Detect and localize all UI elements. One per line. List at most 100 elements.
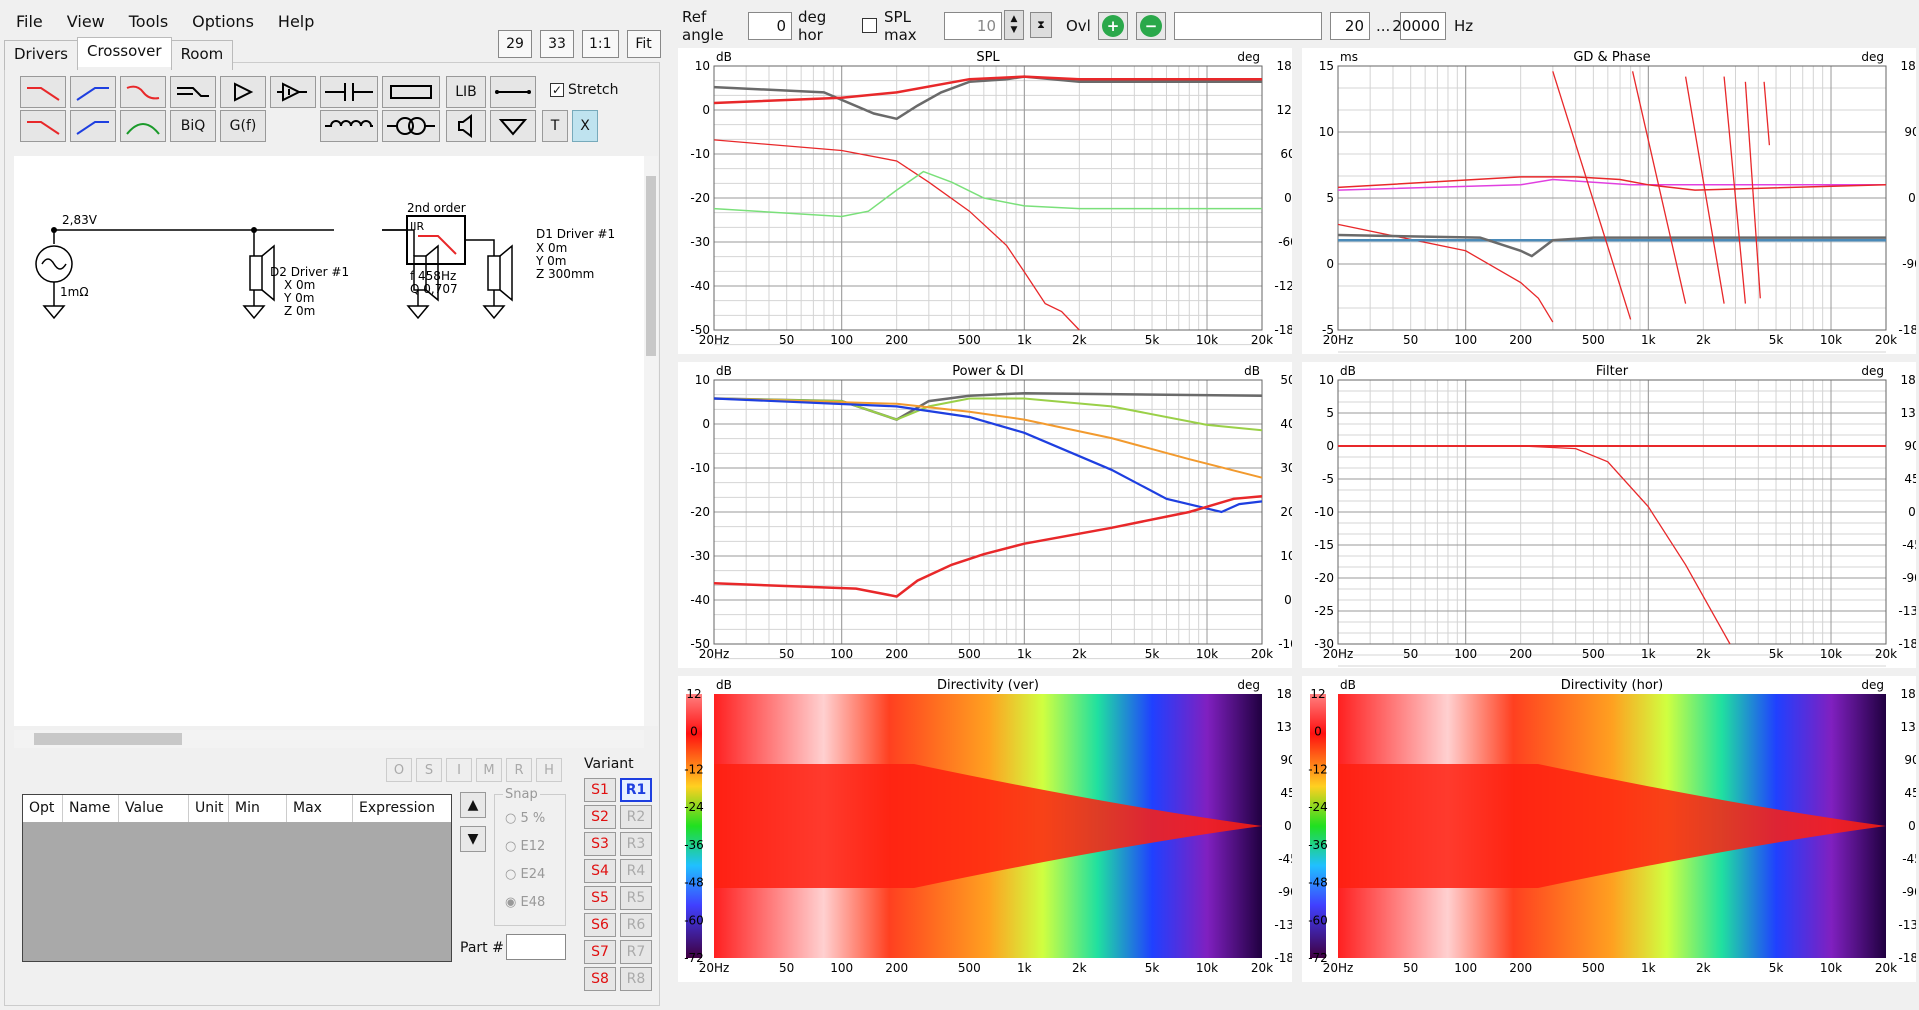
tab-crossover[interactable]: Crossover bbox=[76, 37, 172, 67]
overlay-input[interactable] bbox=[1174, 12, 1322, 40]
menu-file[interactable]: File bbox=[16, 12, 43, 31]
tab-drivers[interactable]: Drivers bbox=[4, 40, 78, 70]
col-name[interactable]: Name bbox=[63, 795, 119, 822]
freq-min-input[interactable]: 20 bbox=[1330, 12, 1370, 40]
ground-button[interactable] bbox=[490, 110, 536, 142]
highpass2-button[interactable] bbox=[70, 110, 116, 142]
variant-s3-button[interactable]: S3 bbox=[584, 832, 616, 856]
variant-s6-button[interactable]: S6 bbox=[584, 913, 616, 937]
tab-room[interactable]: Room bbox=[170, 40, 234, 70]
amplifier-button[interactable] bbox=[220, 76, 266, 108]
text-button[interactable]: T bbox=[542, 110, 568, 142]
variant-r2-button[interactable]: R2 bbox=[620, 805, 652, 829]
zoom-out-button[interactable]: − bbox=[1136, 12, 1166, 40]
variant-s4-button[interactable]: S4 bbox=[584, 859, 616, 883]
variant-r6-button[interactable]: R6 bbox=[620, 913, 652, 937]
bandpass-button[interactable] bbox=[120, 110, 166, 142]
splmax-input[interactable]: 10 bbox=[944, 12, 1002, 40]
move-down-button[interactable]: ▼ bbox=[460, 826, 486, 852]
gd-phase-chart[interactable]: GD & Phasemsdeg151050-5180900-90-18020Hz… bbox=[1302, 48, 1919, 375]
variant-r5-button[interactable]: R5 bbox=[620, 886, 652, 910]
col-expression[interactable]: Expression bbox=[359, 800, 435, 816]
col-opt[interactable]: Opt bbox=[23, 795, 63, 822]
transfer-function-button[interactable]: G(f) bbox=[220, 110, 266, 142]
part-number-input[interactable] bbox=[506, 934, 566, 960]
directivity-ver-chart[interactable]: Directivity (ver) dB deg 180 135 90 45 0 -45 -90 -… bbox=[678, 676, 1301, 982]
flag-i-button[interactable]: I bbox=[446, 758, 472, 782]
parameter-table[interactable]: Opt Name Value Unit Min Max Expression bbox=[22, 794, 452, 962]
splmax-reset-button[interactable]: ⧗ bbox=[1030, 12, 1052, 38]
inductor-button[interactable] bbox=[320, 110, 378, 142]
wire-button[interactable] bbox=[490, 76, 536, 108]
lowpass2-button[interactable] bbox=[20, 110, 66, 142]
snap-e24-option[interactable]: ○ E24 bbox=[505, 867, 546, 882]
ref-angle-input[interactable]: 0 bbox=[748, 12, 792, 40]
variant-r3-button[interactable]: R3 bbox=[620, 832, 652, 856]
zoom-fit-button[interactable]: Fit bbox=[626, 30, 661, 58]
move-up-button[interactable]: ▲ bbox=[460, 792, 486, 818]
col-max[interactable]: Max bbox=[287, 795, 353, 822]
d2-z: Z 0m bbox=[284, 304, 315, 318]
resistor-button[interactable] bbox=[382, 76, 440, 108]
buffer-button[interactable] bbox=[270, 76, 316, 108]
driver-button[interactable] bbox=[446, 110, 486, 142]
directivity-hor-chart[interactable]: Directivity (hor) dB deg 180 135 90 45 0 -45 -90 -… bbox=[1302, 676, 1919, 982]
highpass-blue-button[interactable] bbox=[70, 76, 116, 108]
variant-r4-button[interactable]: R4 bbox=[620, 859, 652, 883]
col-unit[interactable]: Unit bbox=[189, 795, 229, 822]
flag-s-button[interactable]: S bbox=[416, 758, 442, 782]
variant-r7-button[interactable]: R7 bbox=[620, 940, 652, 964]
hscroll-thumb[interactable] bbox=[34, 733, 182, 745]
col-min[interactable]: Min bbox=[229, 795, 287, 822]
delete-button[interactable]: X bbox=[572, 110, 598, 142]
variant-s5-button[interactable]: S5 bbox=[584, 886, 616, 910]
schematic-canvas[interactable]: 2,83V 1mΩ D2 Driver #1 X 0m Y 0m Z 0m 2n… bbox=[14, 156, 644, 726]
c-dirv-xtick: 20Hz bbox=[699, 961, 730, 975]
zoom-1to1-button[interactable]: 1:1 bbox=[582, 30, 619, 58]
freq-max-input[interactable]: 20000 bbox=[1392, 12, 1446, 40]
canvas-vertical-scrollbar[interactable] bbox=[644, 156, 658, 726]
shelf-button[interactable] bbox=[170, 76, 216, 108]
variant-s8-button[interactable]: S8 bbox=[584, 967, 616, 991]
menu-view[interactable]: View bbox=[66, 12, 105, 31]
canvas-horizontal-scrollbar[interactable] bbox=[14, 730, 644, 748]
biquad-button[interactable]: BiQ bbox=[170, 110, 216, 142]
spl-chart[interactable]: SPLdBdeg100-10-20-30-40-50180120600-60-1… bbox=[678, 48, 1302, 360]
variant-r8-button[interactable]: R8 bbox=[620, 967, 652, 991]
stretch-checkbox[interactable]: ✓ bbox=[550, 83, 564, 97]
lowpass-red-button[interactable] bbox=[20, 76, 66, 108]
zoom-33-button[interactable]: 33 bbox=[540, 30, 574, 58]
vscroll-thumb[interactable] bbox=[646, 176, 656, 356]
snap-e48-option[interactable]: ◉ E48 bbox=[505, 895, 546, 910]
capacitor-button[interactable] bbox=[320, 76, 378, 108]
variant-s7-button[interactable]: S7 bbox=[584, 940, 616, 964]
library-button[interactable]: LIB bbox=[446, 76, 486, 108]
col-value[interactable]: Value bbox=[119, 795, 189, 822]
zoom-29-button[interactable]: 29 bbox=[498, 30, 532, 58]
lowpass-curve-button[interactable] bbox=[120, 76, 166, 108]
menu-help[interactable]: Help bbox=[277, 12, 315, 31]
filter-chart[interactable]: FilterdBdeg1050-5-10-15-20-25-3018013590… bbox=[1302, 362, 1919, 668]
stretch-label: Stretch bbox=[568, 82, 619, 98]
variant-s1-button[interactable]: S1 bbox=[584, 778, 616, 802]
flag-o-button[interactable]: O bbox=[386, 758, 412, 782]
flag-h-button[interactable]: H bbox=[536, 758, 562, 782]
menu-options[interactable]: Options bbox=[192, 12, 254, 31]
snap-5pct-option[interactable]: ○ 5 % bbox=[505, 811, 546, 826]
power-early-reflections-curve bbox=[713, 397, 1263, 479]
stretch-option[interactable]: ✓ Stretch bbox=[550, 82, 619, 98]
zoom-in-button[interactable]: + bbox=[1098, 12, 1128, 40]
transformer-button[interactable] bbox=[382, 110, 440, 142]
variant-s2-button[interactable]: S2 bbox=[584, 805, 616, 829]
c-dirv-xtick: 5k bbox=[1145, 961, 1160, 975]
flag-m-button[interactable]: M bbox=[476, 758, 502, 782]
flag-r-button[interactable]: R bbox=[506, 758, 532, 782]
c-gd-xtick: 20k bbox=[1875, 333, 1897, 347]
variant-r1-button[interactable]: R1 bbox=[620, 778, 652, 802]
menu-tools[interactable]: Tools bbox=[128, 12, 169, 31]
splmax-spinner[interactable]: ▲ ▼ bbox=[1004, 10, 1024, 40]
splmax-checkbox[interactable] bbox=[862, 18, 877, 33]
snap-e12-option[interactable]: ○ E12 bbox=[505, 839, 546, 854]
freq-range-dots: ... bbox=[1376, 17, 1391, 35]
